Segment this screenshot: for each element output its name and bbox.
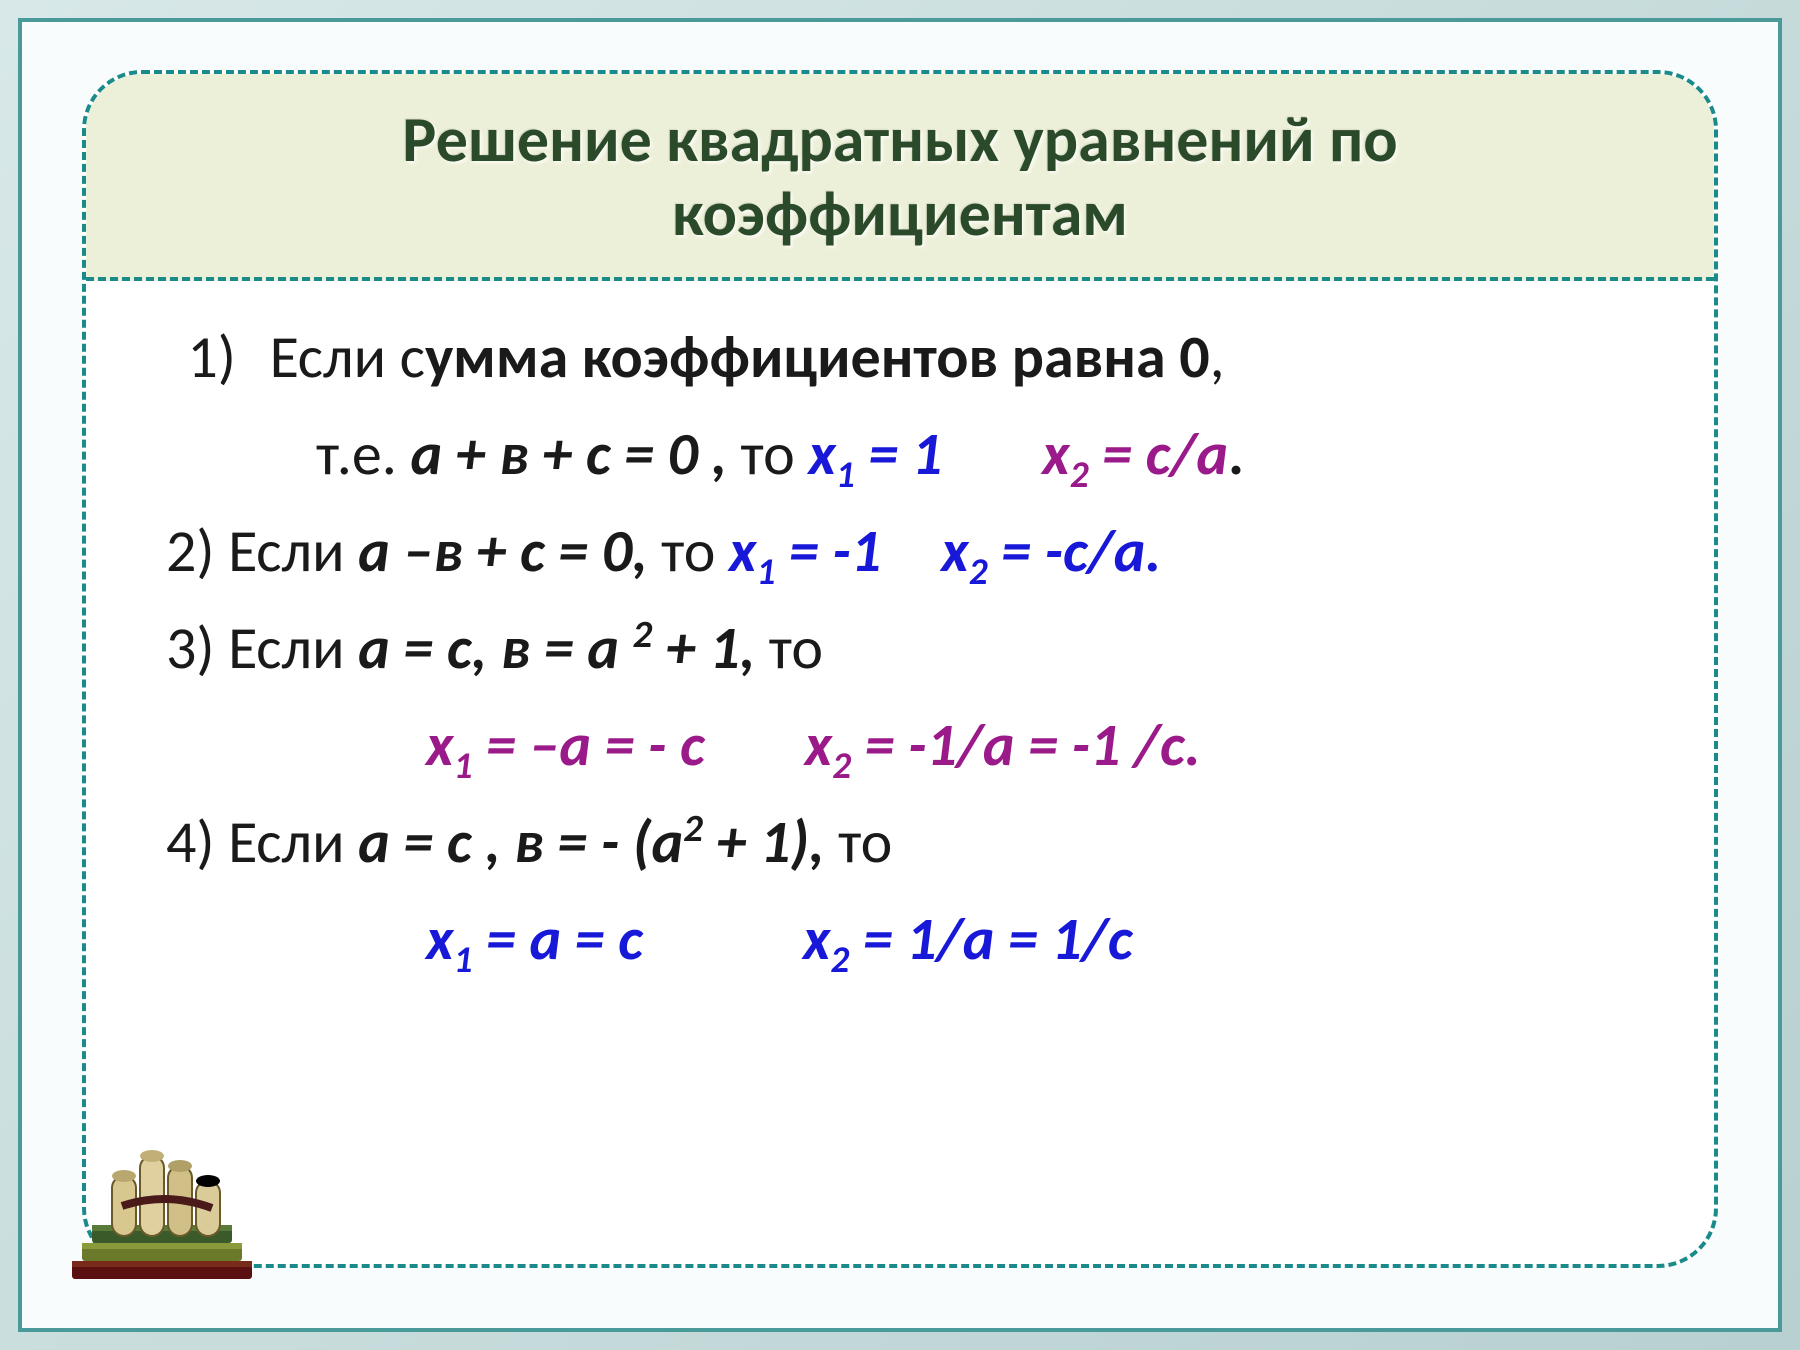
- content-card: Решение квадратных уравнений по коэффици…: [82, 70, 1718, 1268]
- rule-1-dot: .: [1228, 418, 1244, 491]
- rule-3-prefix: Если: [215, 612, 359, 685]
- rule-3-line-1: 3) Если а = с, в = а 2 + 1, то: [166, 602, 1644, 695]
- rule-2-condition: а –в + с = 0,: [358, 515, 647, 588]
- rule-1-line-1: 1) Если сумма коэффициентов равна 0,: [166, 311, 1644, 404]
- rule-3-number: 3): [166, 612, 215, 685]
- rule-2-x1: х1 = -1: [729, 515, 881, 588]
- rule-2-prefix: Если: [215, 515, 359, 588]
- rule-4-cond-b: в = - (а2 + 1),: [514, 806, 824, 879]
- rule-4-number: 4): [166, 806, 215, 879]
- rule-1-number: 1): [166, 311, 236, 404]
- rule-1-then: то: [727, 418, 808, 491]
- rule-2-then: то: [648, 515, 729, 588]
- books-icon: [52, 1076, 282, 1306]
- title-line-2: коэффициентам: [672, 175, 1128, 253]
- rule-2-x2: х2 = -с/а.: [941, 515, 1161, 588]
- rule-4-cond-a: а = с ,: [358, 806, 500, 879]
- rule-4-prefix: Если: [215, 806, 359, 879]
- rule-2-line: 2) Если а –в + с = 0, то х1 = -1 х2 = -с/…: [166, 505, 1644, 598]
- rule-3-line-2: х1 = –а = - с х2 = -1/а = -1 /с.: [166, 699, 1644, 792]
- rule-1-x2: х2 = с/а: [1042, 418, 1228, 491]
- rule-4-x2: х2 = 1/а = 1/с: [803, 903, 1133, 976]
- rule-1-te: т.е.: [316, 418, 410, 491]
- rule-1-line-2: т.е. а + в + с = 0 , то х1 = 1 х2 = с/а.: [166, 408, 1644, 501]
- rule-1-condition: а + в + с = 0 ,: [410, 418, 727, 491]
- rule-4-x1: х1 = а = с: [426, 903, 643, 976]
- rule-4-line-1: 4) Если а = с , в = - (а2 + 1), то: [166, 796, 1644, 889]
- rule-1-bold: умма коэффициентов равна 0: [425, 321, 1210, 394]
- content-body: 1) Если сумма коэффициентов равна 0, т.е…: [86, 281, 1714, 1020]
- rule-4-line-2: х1 = а = с х2 = 1/а = 1/с: [166, 893, 1644, 986]
- slide-title: Решение квадратных уравнений по коэффици…: [126, 104, 1674, 251]
- rule-3-cond-a: а = с,: [358, 612, 487, 685]
- outer-frame: Решение квадратных уравнений по коэффици…: [18, 18, 1782, 1332]
- rule-2-number: 2): [166, 515, 215, 588]
- rule-3-x1: х1 = –а = - с: [426, 709, 705, 782]
- rule-1-comma: ,: [1210, 321, 1225, 394]
- rule-1-x1: х1 = 1: [808, 418, 942, 491]
- rule-4-then: то: [825, 806, 893, 879]
- rule-1-prefix: Если с: [270, 321, 425, 394]
- title-box: Решение квадратных уравнений по коэффици…: [86, 74, 1714, 281]
- rule-3-x2: х2 = -1/а = -1 /с.: [805, 709, 1201, 782]
- rule-3-cond-b: в = а 2 + 1,: [501, 612, 756, 685]
- title-line-1: Решение квадратных уравнений по: [402, 101, 1397, 179]
- rule-3-then: то: [755, 612, 823, 685]
